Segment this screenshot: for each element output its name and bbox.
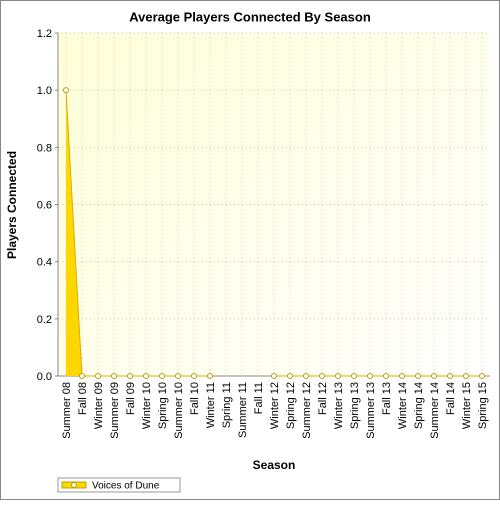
x-tick-label: Fall 11 [253,382,265,414]
point [351,373,357,379]
x-tick-label: Summer 08 [61,382,73,439]
x-tick-label: Fall 08 [77,382,89,415]
point [303,373,309,379]
x-tick-label: Winter 14 [397,382,409,429]
point [399,373,405,379]
x-tick-label: Summer 14 [429,382,441,439]
x-tick-label: Spring 10 [157,382,169,429]
point [463,373,469,379]
x-tick-label: Fall 14 [445,382,457,415]
legend-marker [71,482,77,488]
point [127,373,133,379]
x-tick-label: Winter 10 [141,382,153,429]
point [287,373,293,379]
point [319,373,325,379]
legend-label: Voices of Dune [92,481,160,492]
x-tick-label: Winter 15 [461,382,473,429]
point [479,373,485,379]
x-tick-label: Winter 11 [205,382,217,428]
x-tick-label: Summer 09 [109,382,121,439]
y-tick-label: 0.8 [37,142,52,154]
legend-box [57,477,181,493]
point [271,373,277,379]
x-tick-label: Summer 12 [301,382,313,439]
point [191,373,197,379]
y-tick-label: 0.0 [37,371,52,383]
y-tick-label: 0.2 [37,314,52,326]
y-tick-label: 0.4 [37,257,52,269]
y-tick-label: 1.0 [37,85,52,97]
x-tick-label: Summer 11 [237,382,249,438]
x-tick-label: Fall 09 [125,382,137,415]
point [175,373,181,379]
point [383,373,389,379]
point [207,373,213,379]
chart-title: Average Players Connected By Season [129,9,371,24]
x-tick-label: Spring 13 [349,382,361,429]
point [95,373,101,379]
x-tick-label: Fall 10 [189,382,201,415]
x-tick-label: Winter 12 [269,382,281,429]
point [431,373,437,379]
x-tick-label: Summer 13 [365,382,377,439]
point [335,373,341,379]
x-tick-label: Winter 09 [93,382,105,429]
point [111,373,117,379]
x-tick-label: Spring 14 [413,382,425,429]
y-tick-label: 0.6 [37,200,52,212]
x-tick-label: Fall 12 [317,382,329,415]
x-tick-label: Winter 13 [333,382,345,429]
y-tick-label: 1.2 [37,28,52,40]
x-tick-label: Summer 10 [173,382,185,439]
point [447,373,453,379]
x-tick-label: Spring 11 [221,382,233,428]
point [415,373,421,379]
point [63,87,69,94]
point [159,373,165,379]
point [143,373,149,379]
point [367,373,373,379]
y-axis-label: Players Connected [5,151,19,259]
x-tick-label: Fall 13 [381,382,393,415]
x-tick-label: Spring 12 [285,382,297,429]
x-axis-label: Season [253,458,296,472]
x-tick-label: Spring 15 [477,382,489,429]
point [79,373,85,379]
